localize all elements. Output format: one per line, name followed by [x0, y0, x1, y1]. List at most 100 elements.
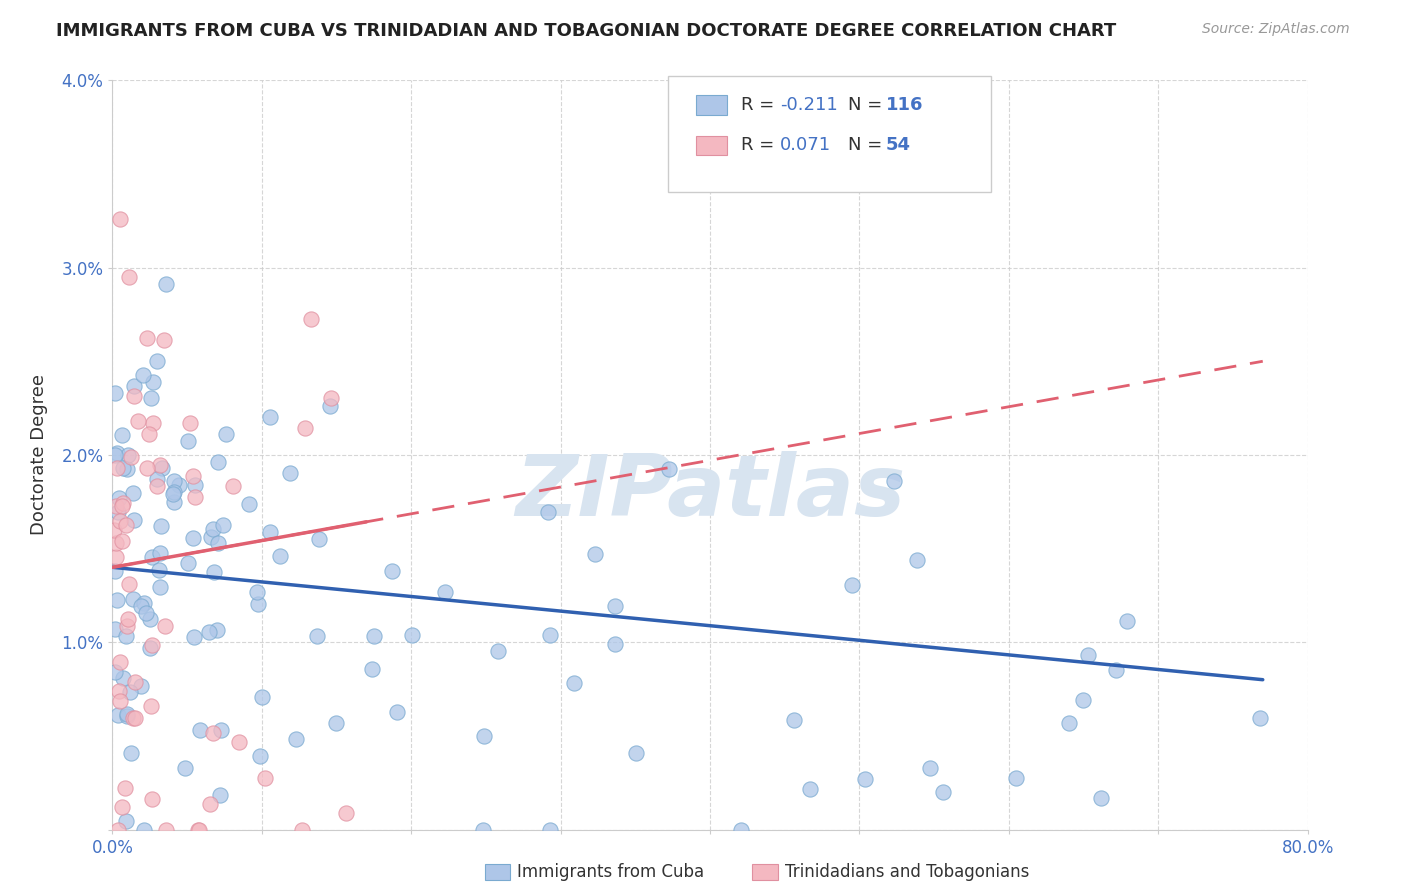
Point	[259, 524, 281, 539]
Point	[238, 497, 260, 511]
Point	[855, 772, 877, 786]
Point	[538, 822, 561, 837]
Point	[433, 585, 456, 599]
Point	[111, 427, 134, 442]
Point	[111, 496, 134, 510]
Point	[174, 761, 197, 775]
Point	[188, 822, 211, 837]
Text: N =: N =	[848, 96, 887, 114]
Point	[254, 771, 277, 785]
Point	[1073, 693, 1095, 707]
Point	[105, 592, 128, 607]
Point	[122, 486, 145, 500]
Point	[149, 546, 172, 560]
Point	[117, 708, 139, 723]
Point	[127, 414, 149, 428]
Point	[122, 592, 145, 607]
Point	[135, 606, 157, 620]
Point	[278, 466, 301, 480]
Point	[146, 354, 169, 368]
Point	[177, 434, 200, 448]
Point	[104, 536, 127, 550]
Point	[209, 788, 232, 802]
Point	[932, 784, 955, 798]
Point	[104, 623, 127, 637]
Point	[249, 749, 271, 764]
Point	[246, 584, 269, 599]
Text: ZIPatlas: ZIPatlas	[515, 450, 905, 534]
Point	[110, 212, 132, 227]
Point	[167, 478, 190, 492]
Point	[360, 662, 382, 676]
Text: 54: 54	[886, 136, 911, 154]
Point	[188, 723, 211, 738]
Point	[179, 416, 201, 430]
Point	[110, 656, 132, 670]
Point	[883, 474, 905, 488]
Point	[319, 392, 342, 406]
Point	[107, 505, 129, 519]
Point	[183, 468, 205, 483]
Point	[841, 578, 863, 592]
Point	[142, 417, 165, 431]
Point	[215, 426, 238, 441]
Point	[319, 399, 342, 413]
Point	[115, 814, 138, 829]
Point	[120, 747, 142, 761]
Point	[149, 458, 172, 473]
Text: R =: R =	[741, 136, 780, 154]
Point	[118, 576, 141, 591]
Text: R =: R =	[741, 96, 780, 114]
Point	[308, 533, 330, 547]
Point	[201, 522, 224, 536]
Point	[149, 519, 172, 533]
Point	[104, 385, 127, 400]
Point	[149, 580, 172, 594]
Point	[782, 713, 804, 727]
Point	[486, 644, 509, 658]
Point	[120, 450, 142, 465]
Point	[920, 761, 942, 775]
Point	[117, 611, 139, 625]
Point	[115, 629, 138, 643]
Point	[141, 638, 163, 652]
Point	[603, 599, 626, 613]
Point	[135, 461, 157, 475]
Point	[105, 461, 128, 475]
Point	[107, 491, 129, 505]
Point	[202, 726, 225, 740]
Point	[222, 478, 245, 492]
Point	[142, 376, 165, 390]
Text: 116: 116	[886, 96, 924, 114]
Point	[104, 499, 127, 513]
Point	[183, 531, 205, 545]
Point	[183, 478, 205, 492]
Point	[1004, 771, 1026, 785]
Point	[155, 619, 177, 633]
Text: Trinidadians and Tobagonians: Trinidadians and Tobagonians	[785, 863, 1029, 881]
Point	[163, 494, 186, 508]
Point	[148, 563, 170, 577]
Point	[472, 729, 495, 743]
Point	[118, 270, 141, 285]
Point	[1057, 715, 1080, 730]
Text: Source: ZipAtlas.com: Source: ZipAtlas.com	[1202, 22, 1350, 37]
Point	[103, 523, 125, 537]
Text: N =: N =	[848, 136, 887, 154]
Point	[118, 685, 141, 699]
Point	[209, 723, 232, 738]
Point	[259, 410, 281, 425]
Point	[177, 556, 200, 570]
Point	[207, 536, 229, 550]
Point	[363, 629, 385, 643]
Point	[155, 822, 177, 837]
Point	[385, 705, 408, 719]
Point	[285, 731, 308, 746]
Point	[139, 612, 162, 626]
Point	[562, 675, 585, 690]
Point	[335, 805, 357, 820]
Point	[153, 333, 176, 347]
Point	[184, 490, 207, 504]
Text: -0.211: -0.211	[780, 96, 838, 114]
Point	[141, 699, 163, 714]
